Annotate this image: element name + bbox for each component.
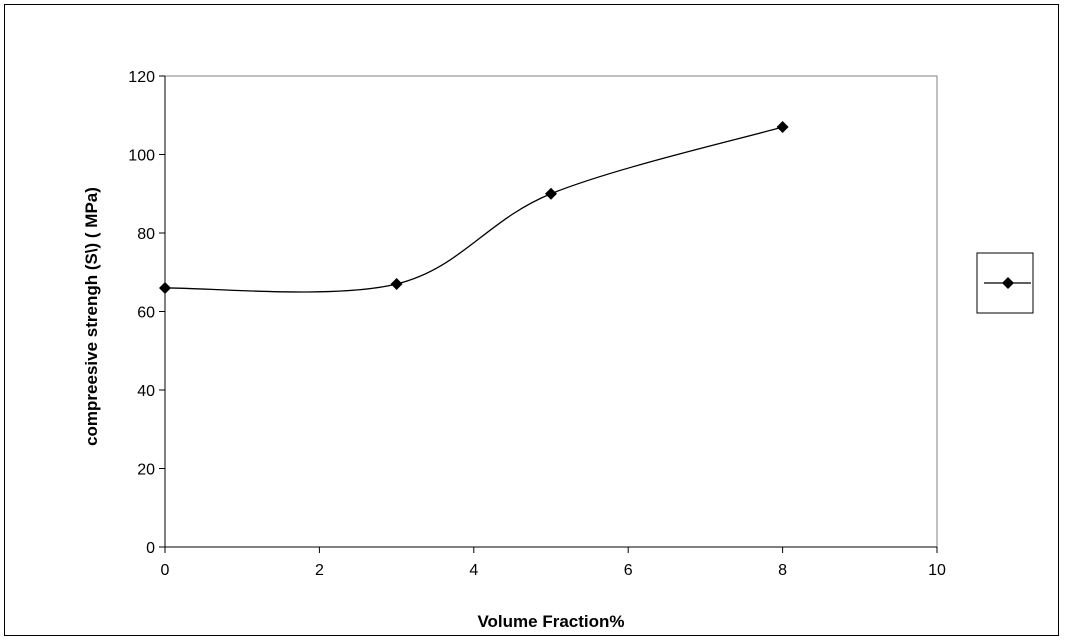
y-axis-ticks: 0 20 40 60 80 100 120 — [128, 69, 165, 557]
chart-area — [4, 4, 1059, 636]
y-tick-label: 80 — [137, 226, 155, 243]
series-markers — [159, 121, 789, 294]
y-tick-label: 20 — [137, 462, 155, 479]
data-point-marker — [390, 278, 403, 291]
x-tick-label: 6 — [624, 562, 633, 579]
legend — [976, 252, 1034, 314]
x-tick-label: 4 — [469, 562, 478, 579]
legend-marker-diamond — [1002, 277, 1014, 289]
x-tick-label: 0 — [161, 562, 170, 579]
data-point-marker — [545, 187, 557, 200]
x-tick-label: 8 — [778, 562, 787, 579]
y-tick-label: 0 — [146, 540, 155, 557]
y-tick-label: 120 — [128, 69, 155, 86]
x-axis-ticks: 0 2 4 6 8 10 — [161, 547, 946, 579]
y-tick-label: 40 — [137, 383, 155, 400]
series-line — [164, 126, 783, 293]
x-tick-label: 2 — [315, 562, 324, 579]
x-axis-title: Volume Fraction% — [477, 612, 624, 631]
y-tick-label: 100 — [128, 148, 155, 165]
plot-area — [164, 75, 938, 548]
y-tick-label: 60 — [137, 305, 155, 322]
data-point-marker — [159, 281, 171, 294]
x-tick-label: 10 — [928, 562, 946, 579]
y-axis-title: compreesive strengh (S\) ( MPa) — [82, 187, 101, 446]
data-point-marker — [776, 121, 789, 134]
